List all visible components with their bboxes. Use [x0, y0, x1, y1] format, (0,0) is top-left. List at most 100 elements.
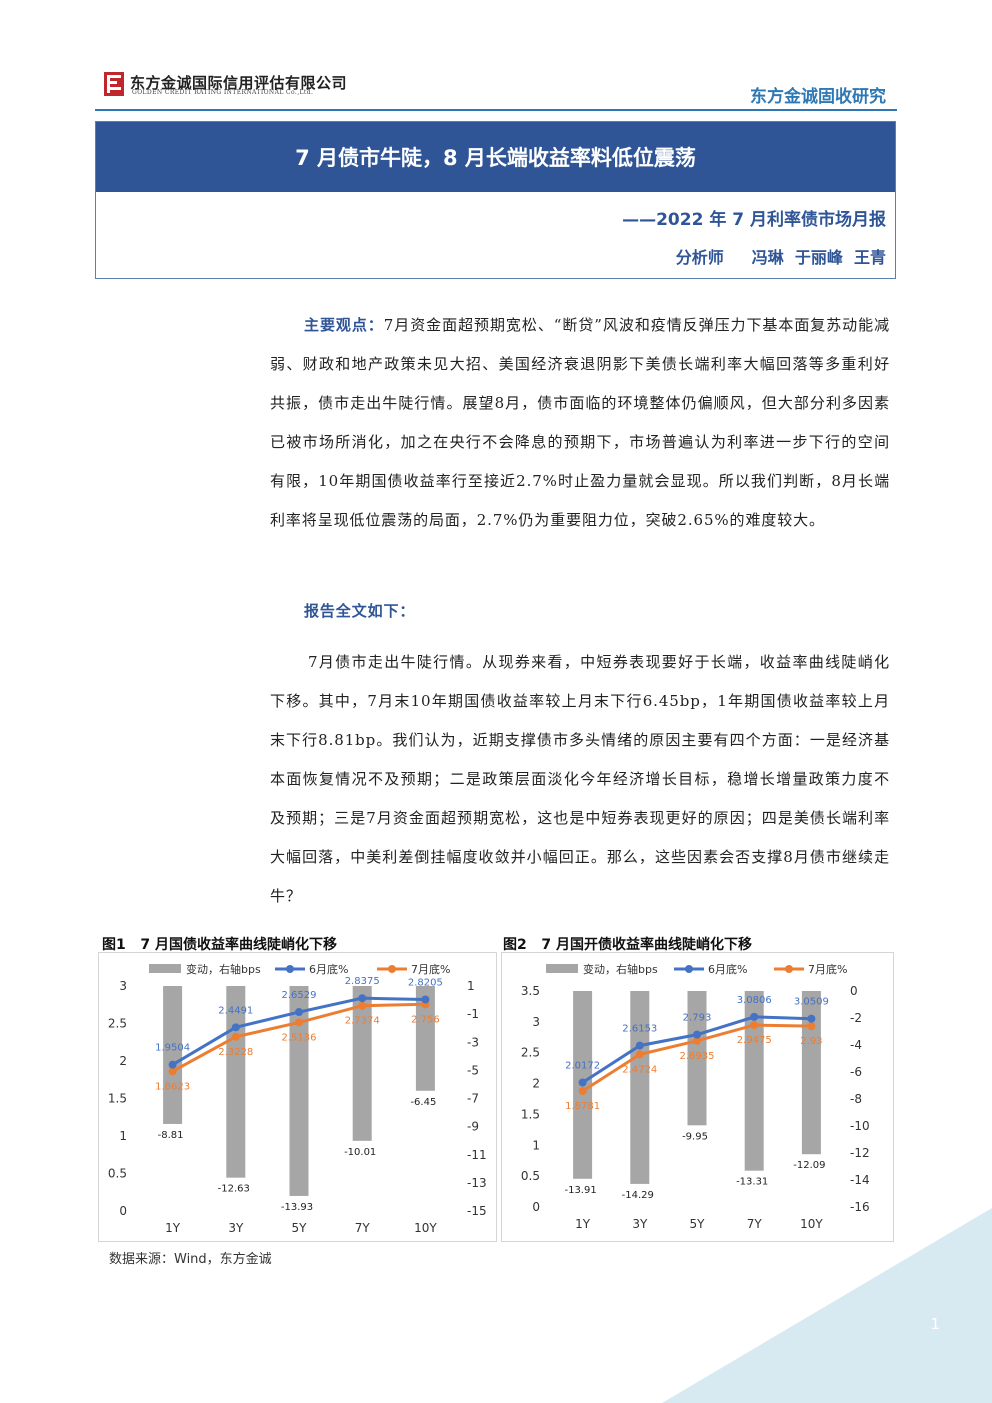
bar-data-label: -6.45	[410, 1097, 436, 1108]
y-left-tick-label: 0	[532, 1200, 540, 1214]
july-point	[693, 1036, 701, 1045]
title-box: 7 月债市牛陡，8 月长端收益率料低位震荡 ——2022 年 7 月利率债市场月…	[95, 121, 896, 279]
june-data-label: 2.6153	[622, 1024, 657, 1035]
bar-change	[687, 991, 707, 1126]
company-name-cn: 东方金诚国际信用评估有限公司	[130, 74, 348, 92]
june-point	[635, 1041, 644, 1050]
x-tick-label: 1Y	[165, 1221, 181, 1235]
bar-change	[415, 986, 435, 1091]
y-right-tick-label: -13	[467, 1176, 487, 1190]
y-right-tick-label: -1	[467, 1007, 479, 1021]
june-point	[295, 1008, 303, 1017]
x-tick-label: 10Y	[800, 1217, 823, 1231]
july-data-label: 2.7374	[345, 1016, 380, 1027]
june-point	[693, 1030, 701, 1039]
june-point	[358, 994, 367, 1003]
bar-change	[801, 991, 821, 1155]
legend-june-label: 6月底%	[309, 962, 348, 976]
analyst-names: 冯琳 于丽峰 王青	[751, 248, 886, 267]
july-data-label: 2.93	[800, 1036, 822, 1047]
june-data-label: 2.8375	[345, 976, 380, 987]
june-data-label: 2.8205	[408, 977, 443, 988]
legend-july-marker	[388, 965, 396, 973]
data-source: 数据来源：Wind，东方金诚	[109, 1252, 272, 1267]
y-right-tick-label: -16	[850, 1200, 870, 1214]
july-data-label: 1.8623	[155, 1081, 190, 1092]
x-tick-label: 3Y	[632, 1217, 648, 1231]
july-data-label: 2.6935	[680, 1051, 715, 1062]
bar-data-label: -13.91	[564, 1185, 596, 1196]
y-right-tick-label: -14	[850, 1173, 870, 1187]
fulltext-label: 报告全文如下：	[304, 602, 416, 620]
july-point	[168, 1067, 177, 1076]
bar-data-label: -8.81	[158, 1130, 184, 1141]
figure-1-chart: 3 2.5 2 1.5 1 0.5 0 1 -1 -3 -5 -7 -9 -11 -13 -15 -8.81 -1…	[98, 952, 497, 1242]
y-left-tick-label: 3	[532, 1015, 540, 1029]
y-right-tick-label: -7	[467, 1092, 479, 1106]
july-point	[231, 1032, 240, 1041]
y-right-tick-label: -4	[850, 1038, 862, 1052]
figure-2-title: 图2 7 月国开债收益率曲线陡峭化下移	[503, 937, 752, 953]
legend-june-marker	[286, 965, 294, 973]
june-point	[421, 995, 430, 1004]
x-tick-label: 3Y	[228, 1221, 244, 1235]
june-point	[750, 1012, 759, 1021]
y-left-tick-label: 1.5	[108, 1092, 127, 1106]
company-name-en: GOLDEN CREDIT RATING INTERNATIONAL Co.,L…	[132, 89, 314, 96]
july-data-label: 2.3228	[218, 1047, 253, 1058]
y-left-tick-label: 3.5	[521, 984, 540, 998]
analyst-label: 分析师	[675, 248, 724, 267]
bar-data-label: -9.95	[682, 1131, 708, 1142]
july-data-label: 2.5136	[282, 1032, 317, 1043]
bar-change	[352, 986, 372, 1141]
bar-change	[226, 986, 246, 1178]
title-band: 7 月债市牛陡，8 月长端收益率料低位震荡	[96, 122, 895, 192]
legend-bar-swatch	[149, 964, 181, 973]
logo-mark-icon	[104, 72, 124, 96]
y-left-tick-label: 1.5	[521, 1107, 540, 1121]
y-right-tick-label: -6	[850, 1065, 862, 1079]
legend-july-label: 7月底%	[411, 962, 450, 976]
july-point	[578, 1087, 587, 1096]
y-left-tick-label: 0.5	[521, 1169, 540, 1183]
y-left-tick-label: 0	[119, 1204, 127, 1218]
x-tick-label: 1Y	[575, 1217, 591, 1231]
brand-label: 东方金诚固收研究	[750, 87, 886, 107]
june-data-label: 2.0172	[565, 1061, 600, 1072]
figure-1-svg: 3 2.5 2 1.5 1 0.5 0 1 -1 -3 -5 -7 -9 -11 -13 -15 -8.81 -1…	[108, 962, 487, 1235]
bar-data-label: -12.09	[793, 1160, 825, 1171]
bar-data-label: -13.93	[281, 1202, 313, 1213]
y-right-tick-label: -8	[850, 1092, 862, 1106]
july-point	[750, 1021, 759, 1030]
x-tick-label: 7Y	[747, 1217, 763, 1231]
june-data-label: 2.793	[683, 1013, 712, 1024]
july-data-label: 2.4724	[622, 1064, 657, 1075]
july-point	[807, 1022, 816, 1031]
y-right-tick-label: -15	[467, 1204, 487, 1218]
legend-june-marker	[685, 965, 693, 973]
bar-data-label: -14.29	[622, 1190, 654, 1201]
y-left-tick-label: 2	[532, 1077, 540, 1091]
figure-2-svg: 3.5 3 2.5 2 1.5 1 0.5 0 0 -2 -4 -6 -8 -10 -12 -14 -16 -13…	[521, 962, 870, 1231]
x-tick-label: 5Y	[292, 1221, 308, 1235]
june-data-label: 1.9504	[155, 1043, 190, 1054]
july-point	[358, 1001, 367, 1010]
bar-change	[744, 991, 764, 1171]
legend-bar-swatch	[546, 964, 578, 973]
y-right-tick-label: -12	[850, 1146, 870, 1160]
y-right-tick-label: -2	[850, 1011, 862, 1025]
x-tick-label: 10Y	[414, 1221, 437, 1235]
legend-july-label: 7月底%	[808, 962, 847, 976]
july-data-label: 2.9475	[737, 1035, 772, 1046]
bar-data-label: -10.01	[344, 1147, 376, 1158]
x-tick-label: 7Y	[355, 1221, 371, 1235]
y-left-tick-label: 2.5	[108, 1017, 127, 1031]
figure-1-title: 图1 7 月国债收益率曲线陡峭化下移	[102, 937, 337, 953]
june-data-label: 2.4491	[218, 1005, 253, 1016]
key-points-text: 7月资金面超预期宽松、“断贷”风波和疫情反弹压力下基本面复苏动能减弱、财政和地产…	[270, 316, 890, 529]
y-right-tick-label: -11	[467, 1148, 487, 1162]
july-point	[635, 1050, 644, 1059]
company-logo: 东方金诚国际信用评估有限公司 GOLDEN CREDIT RATING INTE…	[104, 72, 348, 98]
y-right-tick-label: 1	[467, 979, 475, 993]
legend-bar-label: 变动，右轴bps	[583, 962, 658, 976]
